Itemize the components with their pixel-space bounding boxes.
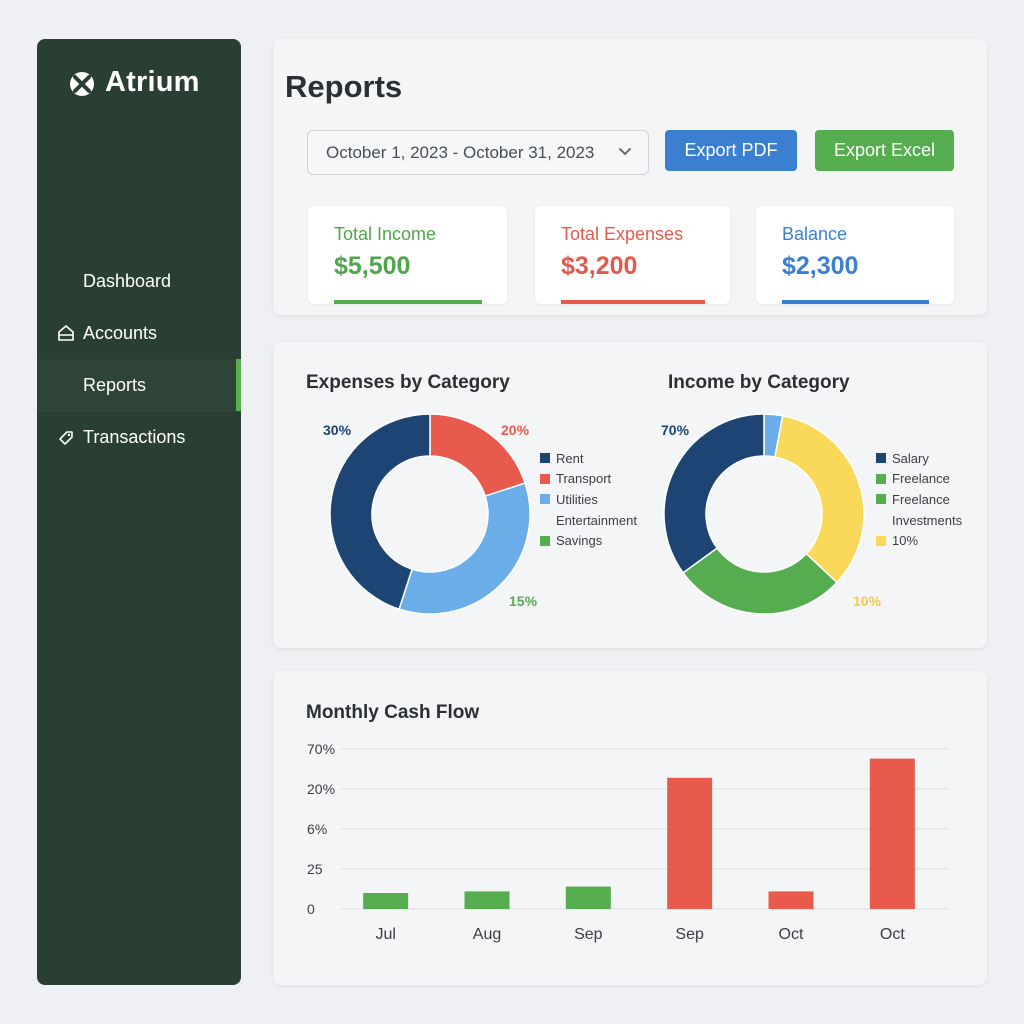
export-excel-button[interactable]: Export Excel: [815, 130, 954, 171]
legend-label: Salary: [892, 450, 929, 466]
y-tick-label: 20%: [307, 781, 335, 797]
legend-label: Rent: [556, 450, 584, 466]
expenses-label-utilities-pct: 15%: [509, 593, 538, 609]
total-expenses-card: Total Expenses $3,200: [535, 206, 730, 304]
reports-header-card: Reports October 1, 2023 - October 31, 20…: [273, 39, 987, 315]
app-name: Atrium: [105, 66, 200, 98]
expenses-donut-chart: [329, 413, 531, 615]
legend-label: Freelance: [892, 491, 950, 507]
bar-2: [565, 886, 611, 909]
expenses-label-rent-pct: 30%: [323, 422, 352, 438]
atrium-logo-icon: [70, 72, 94, 96]
legend-swatch: [540, 494, 550, 505]
balance-value: $2,300: [782, 252, 859, 280]
x-tick-label: Sep: [675, 926, 704, 943]
balance-card: Balance $2,300: [756, 206, 954, 304]
sidebar-item-label: Accounts: [83, 322, 158, 343]
balance-accent-bar: [782, 300, 929, 304]
expenses-label-transport-pct: 20%: [501, 422, 530, 438]
date-range-select[interactable]: October 1, 2023 - October 31, 2023: [307, 130, 649, 175]
x-tick-label: Aug: [473, 926, 501, 943]
page-title: Reports: [285, 69, 403, 104]
income-chart-title: Income by Category: [668, 372, 850, 393]
balance-label: Balance: [782, 224, 848, 244]
bar-0: [363, 893, 409, 909]
cash-flow-card: Monthly Cash Flow 70% 20% 6% 25 0 Jul Aug Sep Se…: [273, 671, 987, 985]
sidebar-nav: Dashboard Accounts Reports Transactions: [37, 255, 241, 463]
chevron-down-icon: [619, 148, 631, 156]
y-tick-label: 0: [307, 901, 315, 917]
y-tick-label: 25: [307, 861, 323, 877]
category-charts-card: Expenses by Category Income by Category …: [273, 342, 987, 648]
sidebar-item-reports[interactable]: Reports: [37, 359, 241, 411]
income-donut-slice-3: [663, 413, 765, 574]
sidebar: Atrium Dashboard Accounts Reports Transa…: [37, 39, 241, 985]
income-legend: Salary Freelance Freelance Investments 1…: [876, 448, 962, 551]
legend-item: Entertainment: [540, 510, 637, 531]
legend-label: Investments: [892, 512, 963, 528]
legend-item: Salary: [876, 448, 962, 469]
legend-swatch: [540, 453, 550, 464]
x-tick-label: Jul: [375, 926, 395, 943]
sidebar-item-accounts[interactable]: Accounts: [37, 307, 241, 359]
legend-swatch: [540, 473, 550, 484]
sidebar-item-dashboard[interactable]: Dashboard: [37, 255, 241, 307]
legend-item: Utilities: [540, 489, 637, 510]
total-expenses-label: Total Expenses: [561, 224, 684, 244]
cash-flow-bar-chart: 70% 20% 6% 25 0 Jul Aug Sep Sep Oct Oct: [307, 741, 949, 943]
income-donut-slice-1: [773, 414, 865, 584]
bar-3: [667, 777, 713, 909]
legend-item: Rent: [540, 448, 637, 469]
legend-swatch: [876, 473, 886, 484]
total-income-label: Total Income: [334, 224, 437, 244]
expenses-chart-title: Expenses by Category: [306, 372, 510, 393]
bar-5: [869, 758, 915, 909]
sidebar-item-label: Transactions: [83, 427, 186, 447]
y-tick-label: 70%: [307, 741, 335, 757]
income-label-salary-pct: 70%: [661, 422, 690, 438]
legend-swatch: [876, 494, 886, 505]
legend-item: Transport: [540, 469, 637, 490]
legend-label: Freelance: [892, 471, 950, 487]
sidebar-item-label: Dashboard: [83, 270, 172, 291]
x-tick-label: Oct: [880, 926, 905, 943]
legend-item: Freelance: [876, 489, 962, 510]
legend-swatch: [876, 535, 886, 546]
legend-label: Utilities: [556, 491, 598, 507]
tag-icon: [59, 430, 73, 445]
income-donut-slice-2: [682, 547, 838, 615]
x-tick-label: Sep: [574, 926, 603, 943]
total-expenses-accent-bar: [561, 300, 705, 304]
legend-item: Freelance: [876, 469, 962, 490]
legend-item: Investments: [876, 510, 962, 531]
y-tick-label: 6%: [307, 821, 327, 837]
bar-4: [768, 891, 814, 909]
legend-swatch: [540, 535, 550, 546]
legend-label: Transport: [556, 471, 612, 487]
legend-item: Savings: [540, 530, 637, 551]
total-expenses-value: $3,200: [561, 252, 638, 280]
expenses-donut-slice-2: [329, 413, 431, 611]
legend-item: 10%: [876, 530, 962, 551]
legend-label: 10%: [892, 533, 919, 549]
home-icon: [58, 325, 74, 341]
legend-label: Savings: [556, 533, 603, 549]
cash-flow-title: Monthly Cash Flow: [306, 702, 480, 723]
x-tick-label: Oct: [779, 926, 804, 943]
legend-label: Entertainment: [556, 512, 637, 528]
total-income-value: $5,500: [334, 252, 411, 280]
total-income-card: Total Income $5,500: [308, 206, 507, 304]
bar-1: [464, 891, 510, 909]
expenses-donut-slice-1: [398, 482, 531, 615]
legend-swatch: [876, 453, 886, 464]
export-pdf-button[interactable]: Export PDF: [665, 130, 797, 171]
income-label-investments-pct: 10%: [853, 593, 882, 609]
sidebar-item-label: Reports: [83, 374, 147, 395]
total-income-accent-bar: [334, 300, 482, 304]
date-range-value: October 1, 2023 - October 31, 2023: [326, 142, 595, 162]
income-donut-chart: [663, 413, 865, 615]
expenses-legend: Rent Transport Utilities Entertainment S…: [540, 448, 637, 551]
sidebar-item-transactions[interactable]: Transactions: [37, 411, 241, 463]
